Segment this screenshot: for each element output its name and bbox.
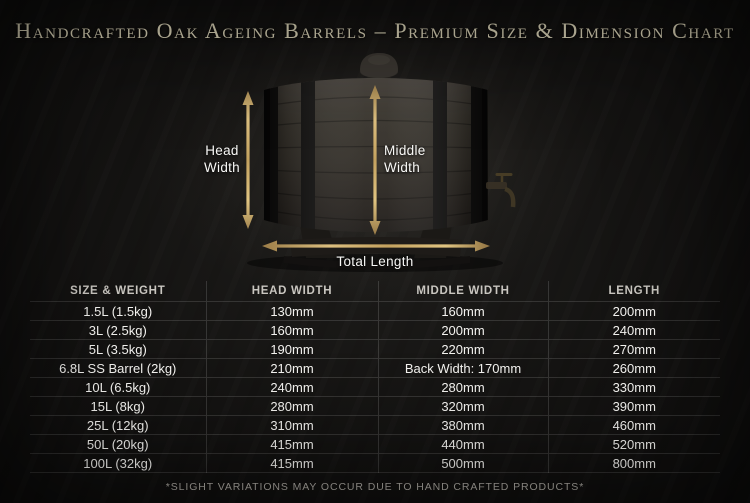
cell-middle-width: Back Width: 170mm [378, 358, 549, 378]
dimensions-table: SIZE & WEIGHT HEAD WIDTH MIDDLE WIDTH LE… [30, 281, 720, 473]
cell-head-width: 415mm [206, 434, 379, 454]
cell-head-width: 210mm [206, 358, 379, 378]
table-row: 10L (6.5kg) 240mm 280mm 330mm [30, 377, 720, 397]
table-row: 5L (3.5kg) 190mm 220mm 270mm [30, 339, 720, 359]
total-length-label-text: Total Length [336, 254, 414, 269]
cell-size-weight: 25L (12kg) [30, 415, 207, 435]
cell-head-width: 190mm [206, 339, 379, 359]
cell-length: 800mm [548, 453, 720, 473]
table-row: 3L (2.5kg) 160mm 200mm 240mm [30, 320, 720, 340]
cell-size-weight: 50L (20kg) [30, 434, 207, 454]
table-row: 1.5L (1.5kg) 130mm 160mm 200mm [30, 301, 720, 321]
cell-middle-width: 320mm [378, 396, 549, 416]
cell-head-width: 130mm [206, 301, 379, 321]
middle-width-label: Middle Width [384, 142, 426, 176]
table-row: 15L (8kg) 280mm 320mm 390mm [30, 396, 720, 416]
column-header-size-weight: SIZE & WEIGHT [30, 281, 207, 302]
cell-length: 240mm [548, 320, 720, 340]
cell-length: 520mm [548, 434, 720, 454]
cell-middle-width: 380mm [378, 415, 549, 435]
head-width-label: Head Width [192, 142, 252, 176]
cell-middle-width: 200mm [378, 320, 549, 340]
head-width-label-line2: Width [203, 160, 240, 175]
cell-size-weight: 1.5L (1.5kg) [30, 301, 207, 321]
total-length-arrow [262, 240, 490, 252]
cell-middle-width: 500mm [378, 453, 549, 473]
cell-size-weight: 15L (8kg) [30, 396, 207, 416]
bung [360, 53, 398, 88]
cell-size-weight: 3L (2.5kg) [30, 320, 207, 340]
table-row: 25L (12kg) 310mm 380mm 460mm [30, 415, 720, 435]
cell-size-weight: 100L (32kg) [30, 453, 207, 473]
cell-size-weight: 10L (6.5kg) [30, 377, 207, 397]
cell-middle-width: 440mm [378, 434, 549, 454]
cell-length: 390mm [548, 396, 720, 416]
cell-head-width: 415mm [206, 453, 379, 473]
cell-length: 260mm [548, 358, 720, 378]
table-row: 50L (20kg) 415mm 440mm 520mm [30, 434, 720, 454]
cell-length: 330mm [548, 377, 720, 397]
cell-middle-width: 280mm [378, 377, 549, 397]
cell-head-width: 310mm [206, 415, 379, 435]
barrel-hoops [264, 78, 488, 232]
cell-middle-width: 220mm [378, 339, 549, 359]
cell-head-width: 280mm [206, 396, 379, 416]
stave-lines [265, 96, 487, 221]
middle-width-arrow [369, 85, 381, 235]
tap [486, 173, 516, 208]
cell-size-weight: 5L (3.5kg) [30, 339, 207, 359]
barrel-body [264, 78, 488, 232]
page-title: Handcrafted Oak Ageing Barrels – Premium… [15, 18, 735, 43]
footnote: *SLIGHT VARIATIONS MAY OCCUR DUE TO HAND… [165, 481, 585, 493]
cell-head-width: 160mm [206, 320, 379, 340]
cell-length: 270mm [548, 339, 720, 359]
middle-width-label-line2: Width [384, 160, 421, 175]
cell-head-width: 240mm [206, 377, 379, 397]
cell-middle-width: 160mm [378, 301, 549, 321]
cell-size-weight: 6.8L SS Barrel (2kg) [30, 358, 207, 378]
column-header-length: LENGTH [608, 285, 660, 297]
head-width-label-line1: Head [205, 143, 239, 158]
table-row: 6.8L SS Barrel (2kg) 210mm Back Width: 1… [30, 358, 720, 378]
column-header-head-width: HEAD WIDTH [206, 281, 379, 302]
table-row: 100L (32kg) 415mm 500mm 800mm [30, 453, 720, 473]
column-header-middle-width: MIDDLE WIDTH [378, 281, 549, 302]
middle-width-label-line1: Middle [384, 143, 426, 158]
cell-length: 460mm [548, 415, 720, 435]
table-header-row: SIZE & WEIGHT HEAD WIDTH MIDDLE WIDTH LE… [30, 281, 720, 302]
total-length-label: Total Length [300, 253, 450, 270]
cell-length: 200mm [548, 301, 720, 321]
